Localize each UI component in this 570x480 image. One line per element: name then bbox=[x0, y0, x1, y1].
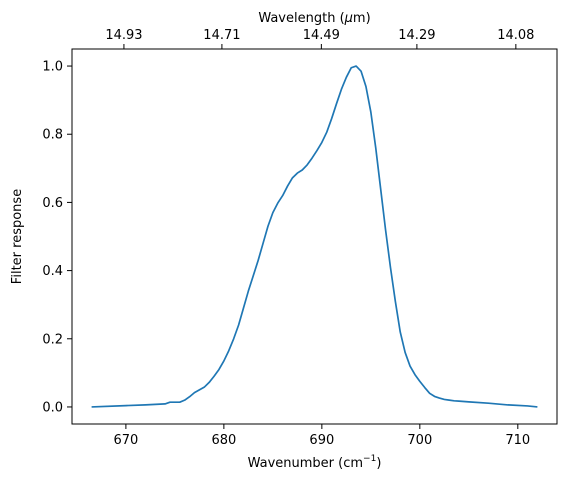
top-tick-label: 14.29 bbox=[398, 28, 435, 43]
y-tick-label: 0.6 bbox=[42, 196, 63, 211]
y-tick-label: 0.4 bbox=[42, 264, 63, 279]
y-tick-label: 0.8 bbox=[42, 128, 63, 143]
top-tick-label: 14.49 bbox=[303, 28, 340, 43]
y-tick-label: 1.0 bbox=[42, 60, 63, 75]
ticks-layer: 670 680 690 700 710 0.0 0.2 0.4 0.6 0.8 1.0 14.93 14… bbox=[42, 28, 534, 448]
x-axis-label: Wavenumber (cm−1) bbox=[248, 454, 382, 471]
top-axis-label: Wavelength (μm) bbox=[258, 11, 370, 26]
top-axis-label-text: Wavelength ( bbox=[258, 11, 344, 26]
x-tick-label: 700 bbox=[407, 433, 432, 448]
plot-frame bbox=[71, 48, 558, 425]
y-tick-label: 0.2 bbox=[42, 332, 63, 347]
top-tick-label: 14.08 bbox=[497, 28, 534, 43]
x-axis-label-text: Wavenumber (cm bbox=[248, 456, 363, 471]
x-tick-label: 670 bbox=[113, 433, 138, 448]
top-axis-label-symbol: μ bbox=[344, 11, 353, 26]
x-axis-label-exponent: −1 bbox=[363, 454, 376, 464]
top-tick-label: 14.93 bbox=[105, 28, 142, 43]
top-tick-label: 14.71 bbox=[203, 28, 240, 43]
x-tick-label: 710 bbox=[505, 433, 530, 448]
filter-response-line bbox=[91, 65, 538, 408]
x-tick-label: 680 bbox=[211, 433, 236, 448]
x-tick-label: 690 bbox=[309, 433, 334, 448]
top-axis-label-unit: m) bbox=[353, 11, 371, 26]
y-tick-label: 0.0 bbox=[42, 400, 63, 415]
y-axis-label: Filter response bbox=[10, 189, 25, 284]
x-axis-label-close: ) bbox=[376, 456, 381, 471]
